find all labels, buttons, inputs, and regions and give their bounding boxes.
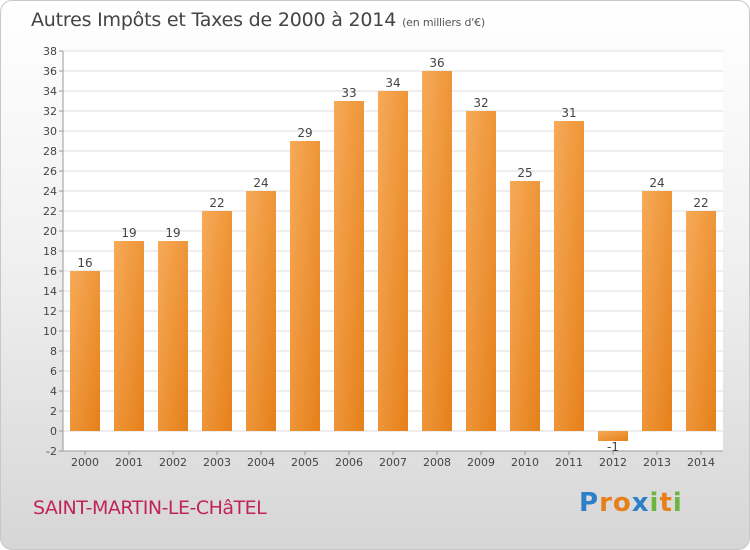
bar-2000 bbox=[70, 271, 100, 431]
commune-name: SAINT-MARTIN-LE-CHâTEL bbox=[33, 497, 267, 519]
x-tick-label: 2004 bbox=[247, 456, 275, 469]
bar-2002 bbox=[158, 241, 188, 431]
data-label-2000: 16 bbox=[77, 256, 92, 270]
y-tick-label: 34 bbox=[43, 85, 57, 98]
y-tick-label: 28 bbox=[43, 145, 57, 158]
logo-letter: i bbox=[672, 488, 683, 518]
x-tick-label: 2001 bbox=[115, 456, 143, 469]
y-tick-label: 24 bbox=[43, 185, 57, 198]
data-label-2009: 32 bbox=[473, 96, 488, 110]
y-tick-label: 2 bbox=[50, 405, 57, 418]
bar-2004 bbox=[246, 191, 276, 431]
bar-2013 bbox=[642, 191, 672, 431]
y-tick-label: 18 bbox=[43, 245, 57, 258]
x-tick-label: 2012 bbox=[599, 456, 627, 469]
bar-2006 bbox=[334, 101, 364, 431]
y-tick-label: 6 bbox=[50, 365, 57, 378]
x-tick-label: 2010 bbox=[511, 456, 539, 469]
data-label-2014: 22 bbox=[693, 196, 708, 210]
data-label-2012: -1 bbox=[607, 440, 619, 454]
y-tick-label: 26 bbox=[43, 165, 57, 178]
x-tick-label: 2006 bbox=[335, 456, 363, 469]
y-tick-label: 20 bbox=[43, 225, 57, 238]
bar-2001 bbox=[114, 241, 144, 431]
x-tick-label: 2008 bbox=[423, 456, 451, 469]
y-tick-label: 8 bbox=[50, 345, 57, 358]
y-tick-label: 22 bbox=[43, 205, 57, 218]
bar-2010 bbox=[510, 181, 540, 431]
data-label-2008: 36 bbox=[429, 56, 444, 70]
logo-letter: r bbox=[599, 488, 613, 518]
x-tick-label: 2002 bbox=[159, 456, 187, 469]
data-label-2005: 29 bbox=[297, 126, 312, 140]
logo-letter: i bbox=[649, 488, 660, 518]
data-label-2004: 24 bbox=[253, 176, 268, 190]
data-label-2010: 25 bbox=[517, 166, 532, 180]
bar-2009 bbox=[466, 111, 496, 431]
y-tick-label: 12 bbox=[43, 305, 57, 318]
x-tick-label: 2000 bbox=[71, 456, 99, 469]
bar-2003 bbox=[202, 211, 232, 431]
proxiti-logo: Proxiti bbox=[579, 488, 683, 518]
bar-2007 bbox=[378, 91, 408, 431]
data-label-2003: 22 bbox=[209, 196, 224, 210]
x-tick-label: 2009 bbox=[467, 456, 495, 469]
y-tick-label: 0 bbox=[50, 425, 57, 438]
y-tick-label: 14 bbox=[43, 285, 57, 298]
bar-2008 bbox=[422, 71, 452, 431]
y-tick-label: 30 bbox=[43, 125, 57, 138]
logo-letter: t bbox=[659, 488, 673, 518]
bar-2012 bbox=[598, 431, 628, 441]
x-tick-label: 2007 bbox=[379, 456, 407, 469]
data-label-2013: 24 bbox=[649, 176, 664, 190]
y-tick-label: 32 bbox=[43, 105, 57, 118]
x-tick-label: 2011 bbox=[555, 456, 583, 469]
chart-title: Autres Impôts et Taxes de 2000 à 2014 (en… bbox=[31, 9, 485, 31]
data-label-2002: 19 bbox=[165, 226, 180, 240]
logo-letter: o bbox=[612, 488, 632, 518]
x-tick-label: 2003 bbox=[203, 456, 231, 469]
x-tick-label: 2013 bbox=[643, 456, 671, 469]
y-tick-label: 4 bbox=[50, 385, 57, 398]
data-label-2007: 34 bbox=[385, 76, 400, 90]
x-tick-label: 2005 bbox=[291, 456, 319, 469]
data-label-2011: 31 bbox=[561, 106, 576, 120]
chart-subtitle: (en milliers d'€) bbox=[402, 16, 485, 29]
logo-letter: P bbox=[579, 488, 600, 518]
bar-2014 bbox=[686, 211, 716, 431]
y-tick-label: 16 bbox=[43, 265, 57, 278]
y-tick-label: 10 bbox=[43, 325, 57, 338]
bar-2011 bbox=[554, 121, 584, 431]
x-tick-label: 2014 bbox=[687, 456, 715, 469]
data-label-2006: 33 bbox=[341, 86, 356, 100]
y-tick-label: 38 bbox=[43, 45, 57, 58]
data-label-2001: 19 bbox=[121, 226, 136, 240]
logo-letter: x bbox=[631, 488, 650, 518]
y-tick-label: -2 bbox=[46, 445, 57, 458]
bar-2005 bbox=[290, 141, 320, 431]
y-tick-label: 36 bbox=[43, 65, 57, 78]
